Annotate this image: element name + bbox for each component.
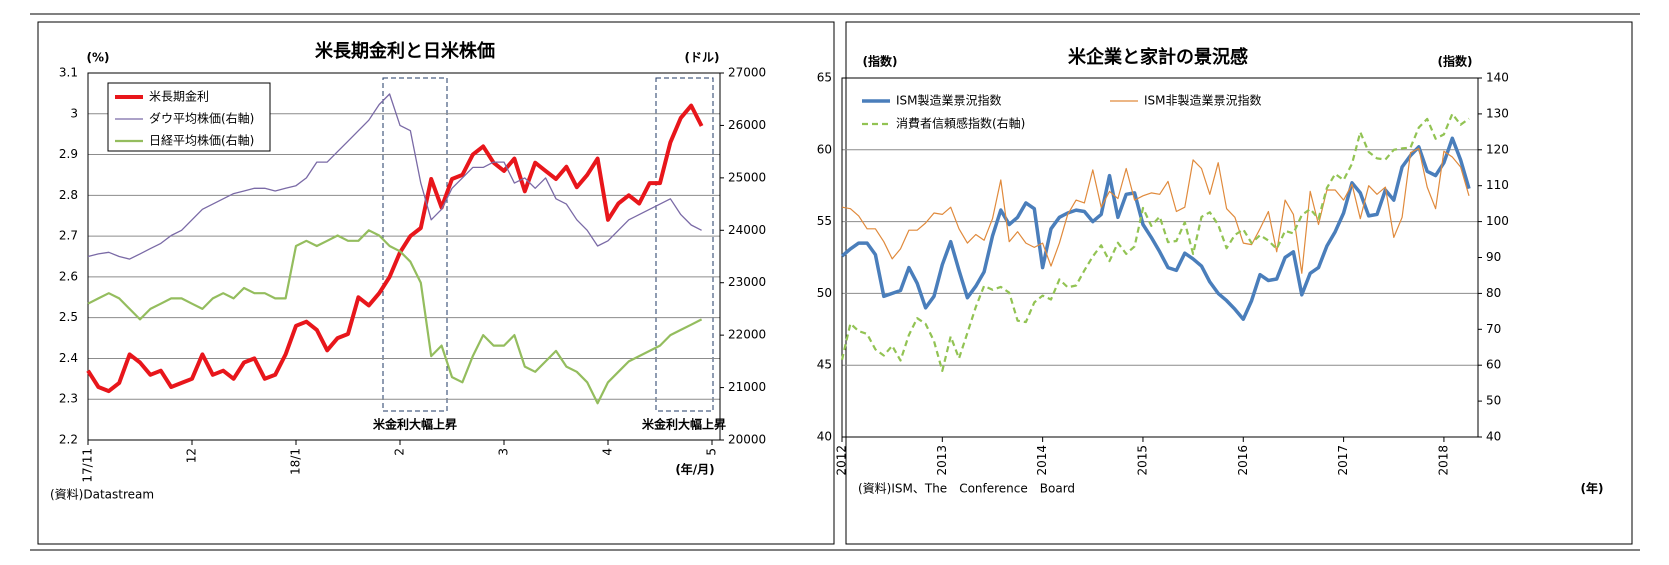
x-tick-label: 2012 <box>835 445 849 476</box>
series-line <box>840 112 1470 372</box>
y-tick-label: 2.9 <box>59 147 78 161</box>
plot-frame <box>841 77 1479 438</box>
y2-tick-label: 26000 <box>728 118 766 132</box>
y-tick-label: 50 <box>817 286 832 300</box>
x-tick-label: 2015 <box>1135 445 1149 476</box>
y2-tick-label: 70 <box>1486 322 1501 336</box>
y-tick-label: 2.2 <box>59 433 78 447</box>
y2-axis-label: (指数) <box>1438 54 1473 69</box>
y-tick-label: 60 <box>817 142 832 156</box>
y-tick-label: 65 <box>817 71 832 85</box>
y2-tick-label: 25000 <box>728 170 766 184</box>
y2-tick-label: 21000 <box>728 380 766 394</box>
y2-axis-label: (ドル) <box>685 51 720 65</box>
x-tick-label: 4 <box>601 448 615 456</box>
x-tick-label: 18/1 <box>289 448 303 475</box>
source-note: (資料)Datastream <box>50 488 154 502</box>
legend-label: 消費者信頼感指数(右軸) <box>896 116 1025 131</box>
x-axis-label: (年) <box>1581 481 1604 496</box>
plot-frame <box>87 72 721 441</box>
series-line <box>86 103 704 394</box>
highlight-box <box>382 77 448 412</box>
y2-tick-label: 110 <box>1486 178 1509 192</box>
highlight-box <box>655 77 714 412</box>
y2-tick-label: 100 <box>1486 214 1509 228</box>
x-tick-label: 3 <box>497 448 511 456</box>
y-tick-label: 40 <box>817 430 832 444</box>
chart-title: 米企業と家計の景況感 <box>1068 46 1248 68</box>
y2-tick-label: 80 <box>1486 286 1501 300</box>
legend-label: ISM非製造業景況指数 <box>1144 93 1262 108</box>
legend-label: 日経平均株価(右軸) <box>149 133 254 148</box>
y-axis-label: (%) <box>87 51 110 65</box>
panel-border <box>845 21 1633 545</box>
y-tick-label: 45 <box>817 358 832 372</box>
x-tick-label: 17/11 <box>81 448 95 483</box>
y-tick-label: 2.3 <box>59 392 78 406</box>
y2-tick-label: 140 <box>1486 71 1509 85</box>
y-tick-label: 3.1 <box>59 66 78 80</box>
y2-tick-label: 60 <box>1486 358 1501 372</box>
x-tick-label: 2017 <box>1336 445 1350 476</box>
y2-tick-label: 130 <box>1486 106 1509 120</box>
legend-label: 米長期金利 <box>149 89 209 104</box>
panel-border <box>37 21 835 545</box>
annotation: 米金利大幅上昇 <box>642 417 726 432</box>
series-line <box>840 136 1471 321</box>
x-tick-label: 2018 <box>1436 445 1450 476</box>
y-tick-label: 2.6 <box>59 269 78 283</box>
legend-box <box>107 82 271 152</box>
y-axis-label: (指数) <box>863 54 898 69</box>
series-line <box>841 147 1470 274</box>
y2-tick-label: 20000 <box>728 433 766 447</box>
y-tick-label: 2.4 <box>59 351 78 365</box>
y-tick-label: 2.8 <box>59 188 78 202</box>
y2-tick-label: 23000 <box>728 275 766 289</box>
chart-title: 米長期金利と日米株価 <box>315 40 495 62</box>
y-tick-label: 2.7 <box>59 229 78 243</box>
x-tick-label: 2016 <box>1236 445 1250 476</box>
x-tick-label: 5 <box>705 448 719 456</box>
legend-label: ダウ平均株価(右軸) <box>149 111 254 126</box>
y2-tick-label: 22000 <box>728 328 766 342</box>
source-note: (資料)ISM、The Conference Board <box>858 482 1075 496</box>
y2-tick-label: 120 <box>1486 142 1509 156</box>
series-line <box>87 93 702 260</box>
y2-tick-label: 40 <box>1486 430 1501 444</box>
x-tick-label: 12 <box>185 448 199 463</box>
x-axis-label: (年/月) <box>675 462 714 477</box>
y2-tick-label: 90 <box>1486 250 1501 264</box>
y2-tick-label: 50 <box>1486 394 1501 408</box>
x-tick-label: 2014 <box>1035 445 1049 476</box>
y-tick-label: 3 <box>70 106 78 120</box>
y2-tick-label: 24000 <box>728 223 766 237</box>
x-tick-label: 2 <box>393 448 407 456</box>
y-tick-label: 55 <box>817 214 832 228</box>
annotation: 米金利大幅上昇 <box>373 417 457 432</box>
y-tick-label: 2.5 <box>59 310 78 324</box>
legend-label: ISM製造業景況指数 <box>896 93 1002 108</box>
x-tick-label: 2013 <box>935 445 949 476</box>
y2-tick-label: 27000 <box>728 66 766 80</box>
series-line <box>87 229 703 405</box>
